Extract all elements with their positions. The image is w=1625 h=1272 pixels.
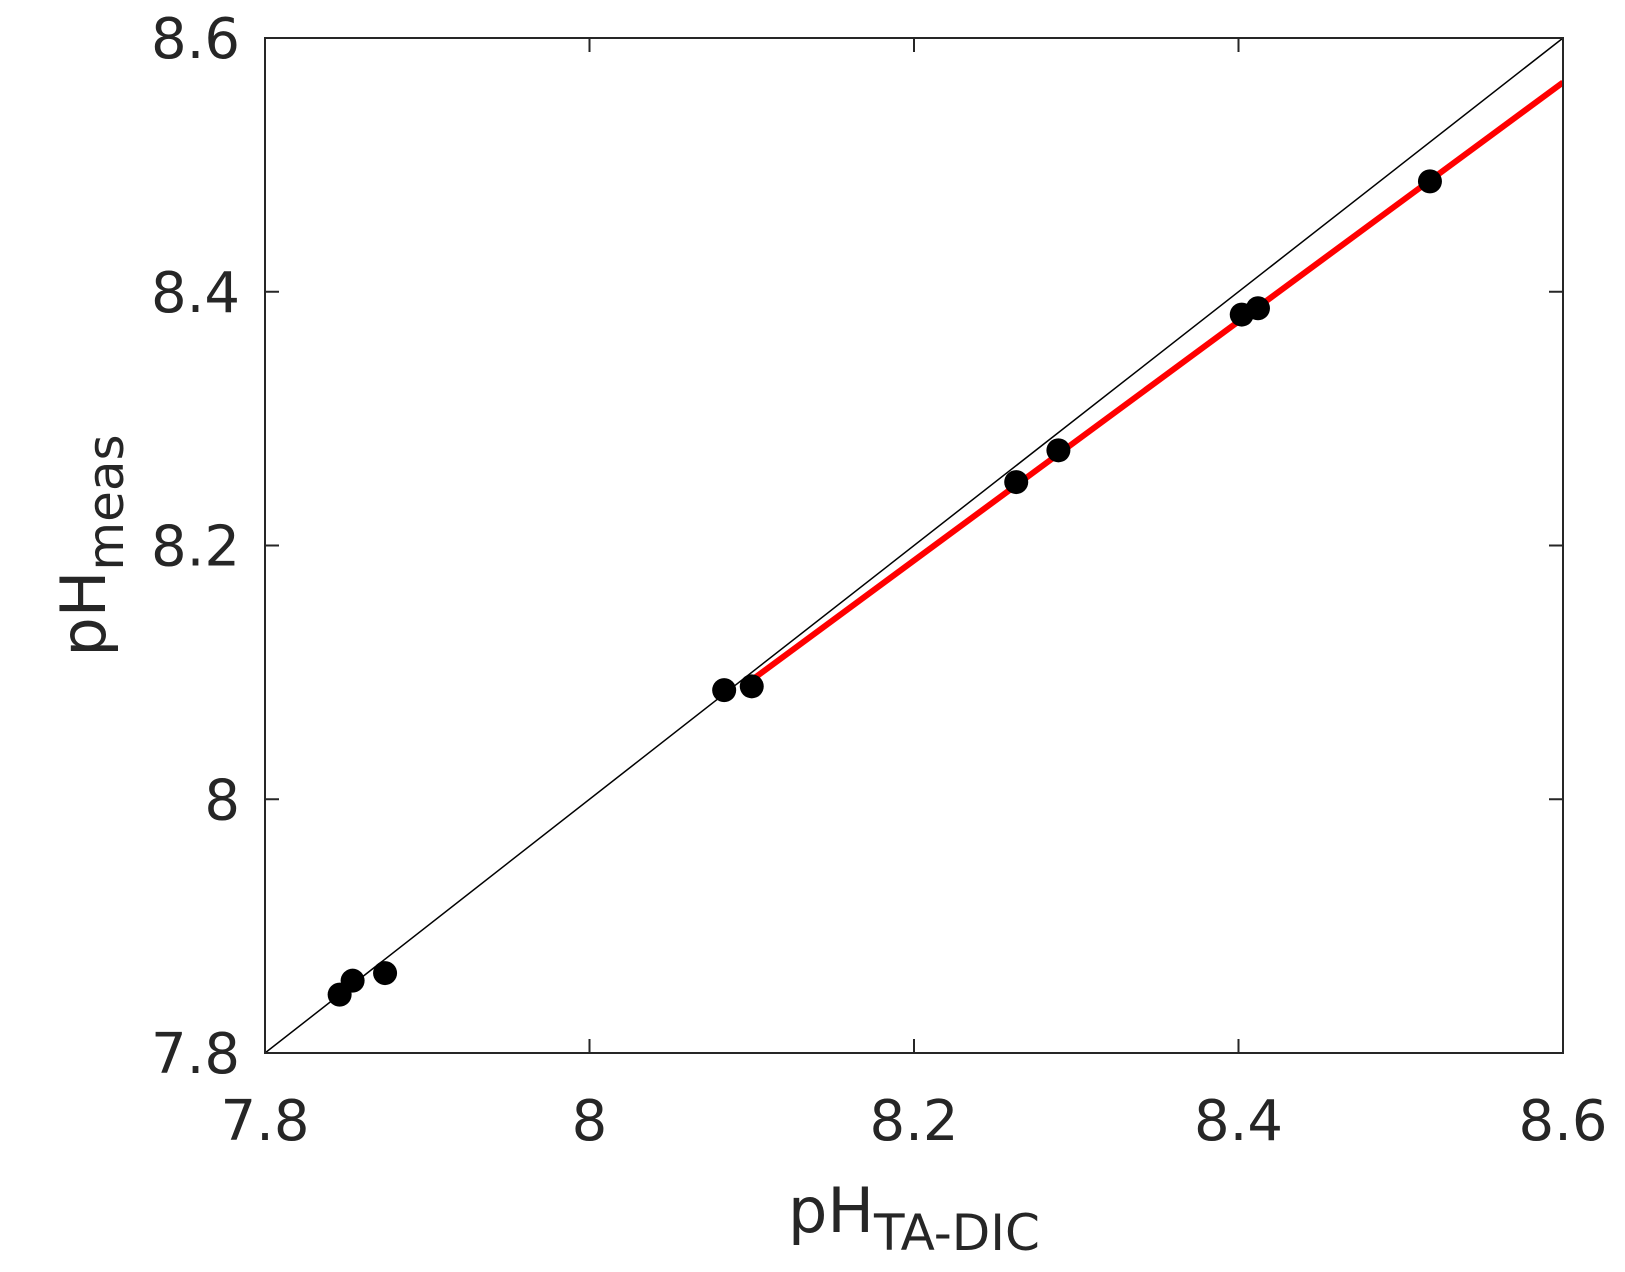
- y-axis: 7.8 8 8.2 8.4 8.6: [151, 7, 1563, 1087]
- y-axis-label-main: pH: [47, 571, 120, 657]
- x-axis: 7.8 8 8.2 8.4 8.6: [220, 38, 1608, 1154]
- y-tick-label: 8: [204, 768, 240, 833]
- data-point-4: [712, 678, 737, 703]
- data-point-2: [340, 968, 365, 993]
- y-tick-label: 7.8: [151, 1022, 240, 1087]
- x-axis-label-main: pH: [788, 1174, 874, 1247]
- y-tick-label: 8.4: [151, 261, 240, 326]
- data-point-10: [1417, 169, 1442, 194]
- x-tick-label: 7.8: [220, 1089, 309, 1154]
- data-point-7: [1046, 438, 1071, 463]
- x-axis-label: pHTA-DIC: [788, 1174, 1040, 1262]
- y-axis-label: pHmeas: [47, 434, 135, 656]
- x-tick-label: 8.6: [1518, 1089, 1607, 1154]
- data-point-9: [1245, 296, 1270, 321]
- y-axis-label-sub: meas: [77, 434, 135, 570]
- x-tick-label: 8.2: [869, 1089, 958, 1154]
- reference-line: [265, 38, 1563, 1053]
- x-tick-label: 8.4: [1194, 1089, 1283, 1154]
- fit-line: [749, 79, 1563, 683]
- y-tick-label: 8.6: [151, 7, 240, 72]
- y-tick-label: 8.2: [151, 515, 240, 580]
- x-axis-label-sub: TA-DIC: [873, 1204, 1040, 1262]
- data-point-5: [739, 674, 764, 699]
- data-point-3: [373, 961, 398, 986]
- data-point-6: [1004, 470, 1029, 495]
- x-tick-label: 8: [572, 1089, 608, 1154]
- plot-area: [264, 37, 1564, 1054]
